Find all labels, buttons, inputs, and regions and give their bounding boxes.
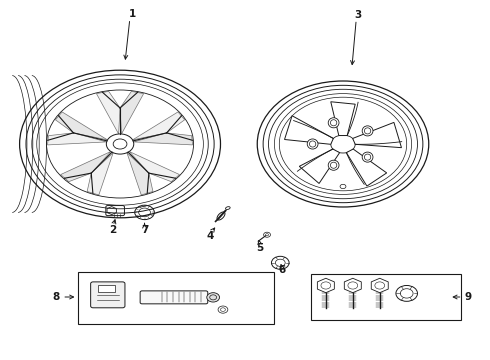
Circle shape <box>271 256 289 269</box>
Ellipse shape <box>328 160 339 170</box>
Circle shape <box>340 184 346 189</box>
Circle shape <box>264 232 270 237</box>
Text: 9: 9 <box>465 292 472 302</box>
Polygon shape <box>127 153 153 195</box>
Text: 8: 8 <box>53 292 60 302</box>
Polygon shape <box>48 133 107 145</box>
Ellipse shape <box>217 212 225 220</box>
Polygon shape <box>87 153 113 195</box>
Polygon shape <box>353 122 401 148</box>
Text: 2: 2 <box>109 225 116 235</box>
Text: 6: 6 <box>278 265 285 275</box>
Text: 4: 4 <box>206 231 214 241</box>
Ellipse shape <box>328 118 339 128</box>
Ellipse shape <box>362 126 373 136</box>
Polygon shape <box>299 149 340 184</box>
Text: 5: 5 <box>256 243 263 253</box>
Ellipse shape <box>307 139 318 149</box>
Bar <box>78 272 274 324</box>
Polygon shape <box>331 102 355 136</box>
Circle shape <box>218 306 228 313</box>
Polygon shape <box>61 152 111 182</box>
Circle shape <box>396 285 417 301</box>
FancyBboxPatch shape <box>140 291 208 304</box>
FancyBboxPatch shape <box>91 282 125 308</box>
Bar <box>98 285 115 292</box>
Polygon shape <box>55 112 107 140</box>
Text: 3: 3 <box>354 10 361 20</box>
Bar <box>311 274 461 320</box>
Text: 7: 7 <box>141 225 148 235</box>
Ellipse shape <box>362 152 373 162</box>
Circle shape <box>207 293 220 302</box>
Polygon shape <box>346 149 387 186</box>
Polygon shape <box>129 152 179 182</box>
Polygon shape <box>120 91 144 134</box>
Polygon shape <box>133 112 185 140</box>
Polygon shape <box>285 116 333 144</box>
Polygon shape <box>133 133 193 145</box>
Polygon shape <box>97 91 120 134</box>
Text: 1: 1 <box>129 9 136 19</box>
